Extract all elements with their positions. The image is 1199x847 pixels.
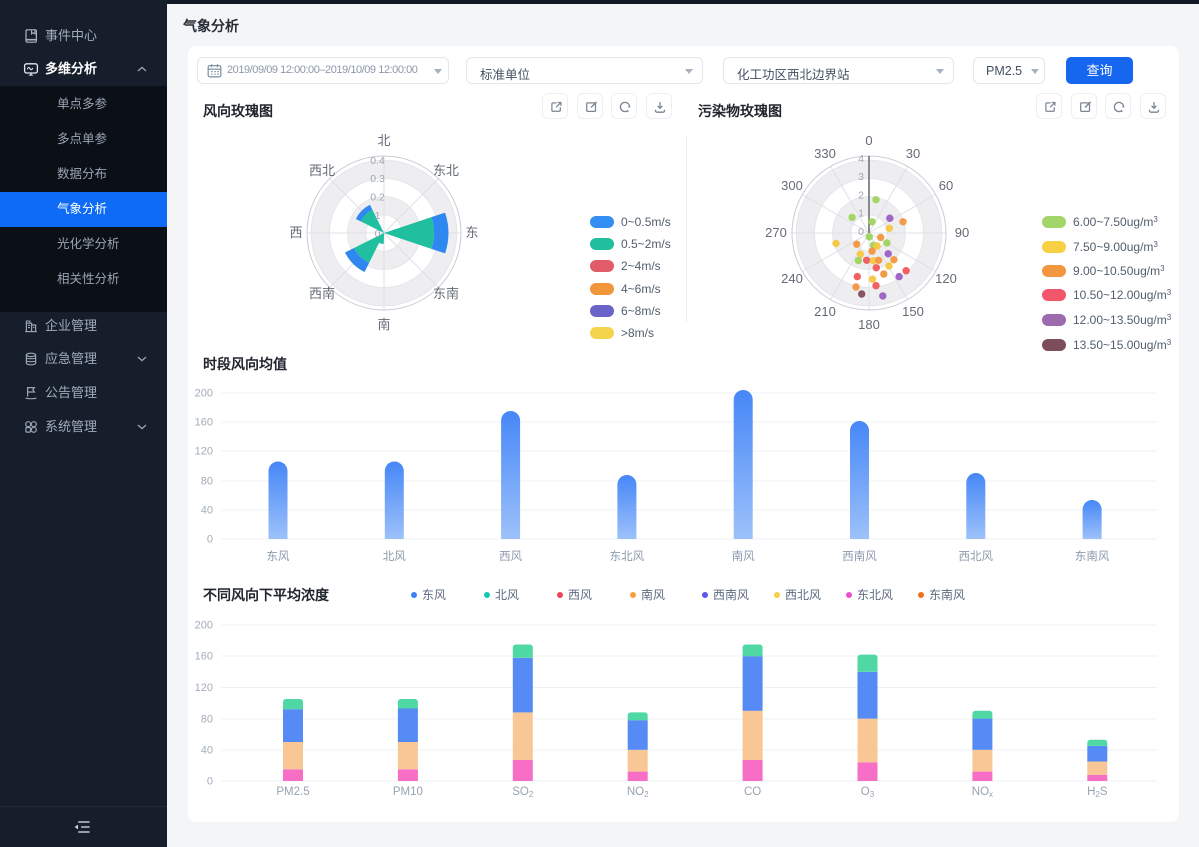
svg-text:NOx: NOx — [972, 786, 993, 799]
svg-text:PM10: PM10 — [393, 786, 423, 798]
svg-text:120: 120 — [935, 271, 957, 286]
svg-text:80: 80 — [201, 476, 213, 488]
svg-text:3: 3 — [858, 171, 864, 183]
svg-text:0: 0 — [207, 534, 213, 546]
svg-text:东: 东 — [465, 225, 478, 240]
svg-text:PM2.5: PM2.5 — [276, 786, 309, 798]
svg-text:150: 150 — [902, 304, 924, 319]
svg-text:南: 南 — [377, 317, 390, 332]
svg-text:200: 200 — [195, 388, 213, 400]
svg-text:0: 0 — [865, 133, 872, 148]
svg-text:西南风: 西南风 — [842, 549, 877, 563]
svg-text:西北: 西北 — [309, 163, 335, 178]
svg-text:4: 4 — [858, 153, 864, 165]
svg-text:160: 160 — [195, 651, 213, 663]
svg-text:40: 40 — [201, 505, 213, 517]
svg-text:西风: 西风 — [499, 550, 522, 563]
svg-text:东南风: 东南风 — [1075, 549, 1110, 563]
svg-text:O3: O3 — [861, 786, 875, 799]
svg-text:40: 40 — [201, 745, 213, 757]
svg-text:0: 0 — [858, 226, 864, 238]
svg-text:90: 90 — [955, 225, 969, 240]
svg-text:0: 0 — [375, 228, 381, 240]
svg-text:30: 30 — [906, 146, 920, 161]
svg-text:240: 240 — [781, 271, 803, 286]
svg-text:200: 200 — [195, 620, 213, 632]
svg-text:北: 北 — [377, 133, 390, 148]
svg-text:1: 1 — [858, 208, 864, 220]
svg-text:120: 120 — [195, 682, 213, 694]
svg-text:0: 0 — [207, 776, 213, 788]
svg-text:60: 60 — [939, 178, 953, 193]
svg-text:CO: CO — [744, 786, 761, 798]
svg-text:东南: 东南 — [433, 286, 459, 301]
svg-text:270: 270 — [765, 225, 787, 240]
svg-text:西南: 西南 — [309, 286, 335, 301]
svg-text:西北风: 西北风 — [959, 550, 994, 563]
svg-text:西: 西 — [289, 225, 302, 240]
svg-text:2: 2 — [858, 190, 864, 202]
svg-text:北风: 北风 — [383, 550, 406, 563]
svg-text:330: 330 — [814, 146, 836, 161]
svg-text:300: 300 — [781, 178, 803, 193]
svg-text:210: 210 — [814, 304, 836, 319]
svg-text:SO2: SO2 — [512, 786, 534, 799]
svg-text:东风: 东风 — [267, 550, 290, 563]
svg-text:180: 180 — [858, 317, 880, 332]
svg-text:1: 1 — [375, 210, 381, 222]
svg-text:120: 120 — [195, 446, 213, 458]
svg-text:H2S: H2S — [1087, 786, 1108, 799]
svg-text:东北风: 东北风 — [610, 550, 645, 563]
svg-text:0.4: 0.4 — [370, 155, 385, 167]
svg-text:0.3: 0.3 — [370, 173, 385, 185]
svg-text:0.2: 0.2 — [370, 192, 385, 204]
svg-text:NO2: NO2 — [627, 786, 649, 799]
svg-text:东北: 东北 — [433, 163, 459, 178]
svg-text:80: 80 — [201, 714, 213, 726]
svg-text:160: 160 — [195, 417, 213, 429]
svg-text:南风: 南风 — [732, 549, 755, 563]
